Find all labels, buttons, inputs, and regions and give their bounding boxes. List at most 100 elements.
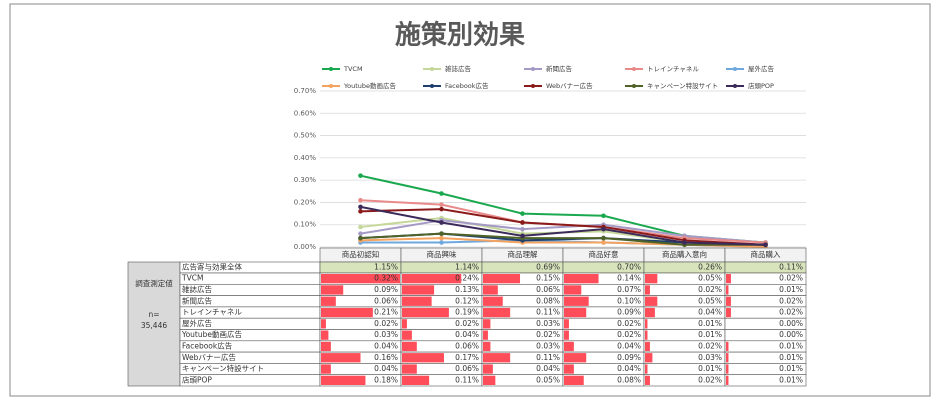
y-tick-label: 0.00%	[294, 243, 317, 251]
header-label: 商品興味	[427, 249, 457, 259]
row-label: キャンペーン特設サイト	[182, 363, 264, 373]
cell-value: 0.12%	[455, 296, 479, 305]
legend-marker	[733, 67, 737, 71]
data-bar	[564, 364, 574, 374]
cell-value: 0.10%	[617, 296, 641, 305]
cell-value: 0.03%	[698, 353, 722, 362]
data-point	[358, 173, 363, 178]
n-value: 35,446	[141, 321, 167, 330]
data-bar	[321, 375, 366, 385]
cell-value: 0.02%	[536, 330, 560, 339]
data-bar	[645, 285, 650, 295]
total-value: 0.70%	[617, 263, 641, 272]
header-label: 商品購入	[751, 249, 781, 259]
data-bar	[321, 341, 331, 352]
cell-value: 0.04%	[374, 341, 398, 350]
data-bar	[321, 353, 361, 363]
series-line	[360, 208, 766, 246]
cell-value: 0.09%	[374, 285, 398, 294]
cell-value: 0.03%	[536, 341, 560, 350]
legend-marker	[329, 84, 333, 88]
legend-marker	[531, 84, 535, 88]
data-bar	[321, 274, 400, 284]
data-bar	[645, 364, 648, 374]
data-bar	[645, 307, 655, 318]
cell-value: 0.05%	[698, 296, 722, 305]
row-label: 広告寄与効果全体	[182, 262, 242, 272]
legend-label: 店頭POP	[748, 81, 774, 90]
data-bar	[726, 296, 731, 306]
cell-value: 0.05%	[698, 274, 722, 283]
data-bar	[321, 296, 336, 306]
cell-value: 0.02%	[617, 319, 641, 328]
cell-value: 0.19%	[455, 308, 479, 317]
cell-value: 0.32%	[374, 274, 398, 283]
cell-value: 0.01%	[779, 375, 803, 384]
data-bar	[483, 319, 491, 329]
row-label: トレインチャネル	[182, 308, 242, 317]
cell-value: 0.09%	[617, 308, 641, 317]
cell-value: 0.06%	[455, 364, 479, 373]
legend-label: Youtube動画広告	[343, 81, 396, 90]
data-point	[520, 220, 525, 225]
data-point	[682, 240, 687, 245]
data-point	[439, 231, 444, 236]
cell-value: 0.06%	[455, 341, 479, 350]
cell-value: 0.08%	[617, 375, 641, 384]
legend-label: Facebook広告	[445, 81, 489, 90]
data-point	[439, 206, 444, 212]
cell-value: 0.00%	[779, 319, 803, 328]
data-bar	[564, 319, 569, 329]
cell-value: 0.18%	[374, 375, 398, 384]
cell-value: 0.03%	[374, 330, 398, 339]
cell-value: 0.04%	[617, 341, 641, 350]
data-bar	[564, 296, 589, 306]
data-point	[763, 242, 768, 248]
legend-marker	[733, 84, 737, 88]
y-tick-label: 0.20%	[294, 198, 317, 206]
chart-title: 施策別効果	[395, 20, 525, 51]
cell-value: 0.00%	[779, 330, 803, 339]
data-bar	[564, 285, 582, 295]
data-bar	[726, 375, 729, 385]
data-bar	[402, 296, 432, 306]
cell-value: 0.02%	[455, 319, 479, 328]
data-bar	[483, 353, 511, 363]
cell-value: 0.02%	[698, 341, 722, 350]
cell-value: 0.07%	[617, 285, 641, 294]
legend-label: TVCM	[343, 65, 363, 73]
data-point	[358, 235, 363, 241]
cell-value: 0.03%	[536, 319, 560, 328]
data-bar	[645, 375, 650, 385]
data-bar	[564, 341, 574, 352]
data-bar	[321, 330, 329, 340]
row-label: Webバナー広告	[182, 352, 236, 362]
cell-value: 0.11%	[455, 375, 479, 384]
total-value: 0.11%	[779, 263, 803, 272]
y-tick-label: 0.30%	[294, 176, 317, 184]
cell-value: 0.04%	[617, 364, 641, 373]
cell-value: 0.02%	[779, 274, 803, 283]
cell-value: 0.02%	[698, 285, 722, 294]
data-point	[520, 226, 525, 232]
row-label: 雑誌広告	[182, 284, 212, 294]
data-point	[358, 231, 363, 236]
row-label: 新聞広告	[182, 295, 212, 305]
data-bar	[321, 307, 373, 318]
cell-value: 0.02%	[617, 330, 641, 339]
cell-value: 0.01%	[779, 285, 803, 294]
data-bar	[483, 375, 496, 385]
cell-value: 0.05%	[536, 375, 560, 384]
cell-value: 0.01%	[698, 330, 722, 339]
cell-value: 0.02%	[779, 296, 803, 305]
row-label: Youtube動画広告	[181, 329, 242, 339]
header-label: 商品理解	[508, 249, 538, 259]
data-bar	[483, 274, 521, 284]
data-bar	[402, 274, 462, 284]
data-bar	[726, 307, 731, 318]
data-point	[439, 240, 444, 245]
data-point	[358, 209, 363, 214]
cell-value: 0.01%	[698, 319, 722, 328]
cell-value: 0.13%	[455, 285, 479, 294]
cell-value: 0.06%	[536, 285, 560, 294]
